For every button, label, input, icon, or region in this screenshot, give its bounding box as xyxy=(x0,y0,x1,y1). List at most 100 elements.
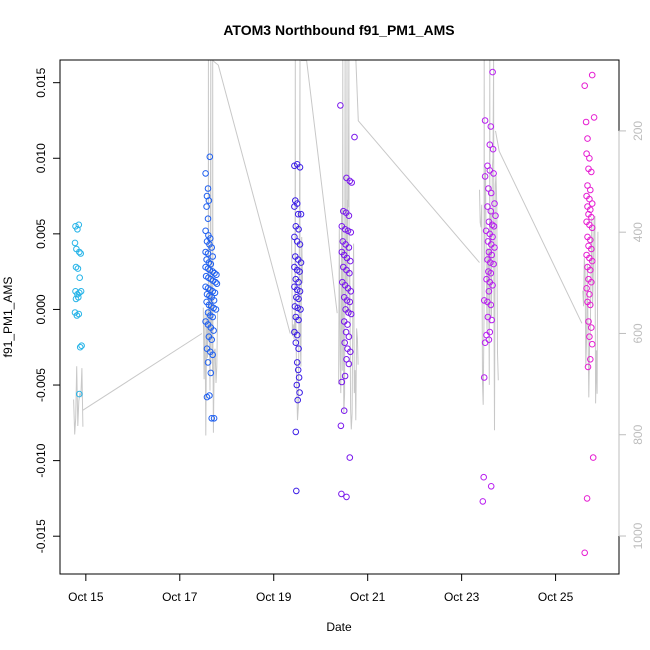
data-point xyxy=(210,327,217,334)
data-point xyxy=(487,269,495,277)
data-point xyxy=(343,493,350,501)
data-point xyxy=(210,297,218,304)
data-point xyxy=(485,336,493,344)
data-point xyxy=(213,280,221,288)
data-point xyxy=(486,141,494,148)
data-point xyxy=(586,333,593,341)
altitude-line-connector-4 xyxy=(355,60,480,263)
data-point xyxy=(297,306,304,313)
data-point xyxy=(296,164,304,171)
data-point xyxy=(341,372,349,380)
chart-title: ATOM3 Northbound f91_PM1_AMS xyxy=(223,22,454,38)
altitude-line-cluster-4 xyxy=(338,60,359,430)
data-point xyxy=(485,288,493,295)
data-point xyxy=(293,487,300,495)
y-tick-label: -0.005 xyxy=(34,368,48,402)
data-point xyxy=(76,289,83,297)
data-point xyxy=(490,223,498,230)
series-5 xyxy=(479,68,499,505)
right-tick-label: 400 xyxy=(631,222,645,242)
data-point xyxy=(203,203,210,210)
data-point xyxy=(584,363,592,371)
data-point xyxy=(588,213,595,221)
data-point xyxy=(208,336,215,344)
data-point xyxy=(293,331,301,339)
data-point xyxy=(204,215,212,222)
data-point xyxy=(345,360,353,368)
data-point xyxy=(588,278,595,286)
data-point xyxy=(351,133,358,141)
series-4 xyxy=(337,102,358,501)
data-point xyxy=(212,278,219,286)
x-tick-label: Oct 21 xyxy=(350,590,386,604)
data-point xyxy=(212,306,220,313)
data-point xyxy=(583,285,590,292)
data-point xyxy=(346,177,354,185)
data-point xyxy=(337,422,345,430)
data-point xyxy=(587,186,594,194)
data-point xyxy=(295,345,302,353)
data-point xyxy=(337,102,344,109)
altitude-line-cluster-5 xyxy=(479,60,499,431)
data-point xyxy=(205,259,213,266)
data-point xyxy=(488,221,496,229)
data-point xyxy=(72,263,80,271)
data-point xyxy=(209,313,216,321)
data-point xyxy=(75,294,82,301)
data-point xyxy=(209,351,216,359)
axes-layer: Oct 15 Oct 17 Oct 19 Oct 21 Oct 23 Oct 25 -0.0… xyxy=(34,67,645,604)
data-point xyxy=(76,248,83,256)
data-point xyxy=(487,123,495,130)
data-point xyxy=(296,389,303,396)
x-tick-label: Oct 17 xyxy=(162,590,198,604)
data-point xyxy=(487,259,494,266)
data-point xyxy=(488,316,496,324)
data-point xyxy=(487,189,495,197)
data-point xyxy=(584,135,591,142)
data-point xyxy=(346,269,353,277)
data-point xyxy=(588,200,596,207)
x-tick-label: Oct 23 xyxy=(444,590,480,604)
x-axis-label: Date xyxy=(326,620,352,634)
data-point xyxy=(490,170,497,177)
data-point xyxy=(77,288,85,295)
data-point xyxy=(491,200,498,207)
right-tick-label: 200 xyxy=(631,121,645,141)
data-point xyxy=(207,369,215,377)
data-point xyxy=(71,239,79,247)
data-point xyxy=(202,170,209,177)
data-point xyxy=(346,454,354,461)
y-tick-label: -0.015 xyxy=(34,519,48,553)
data-point xyxy=(489,145,497,153)
y-tick-label: 0.015 xyxy=(34,67,48,97)
altitude-line-cluster-2 xyxy=(202,60,219,436)
data-point xyxy=(588,245,595,253)
data-point xyxy=(347,348,354,356)
data-point xyxy=(296,288,304,295)
data-point xyxy=(583,150,590,157)
data-point xyxy=(295,316,302,324)
right-tick-label: 600 xyxy=(631,323,645,343)
data-point xyxy=(479,498,487,505)
data-point xyxy=(294,366,302,374)
data-point xyxy=(294,396,302,404)
data-point xyxy=(582,118,590,126)
data-point xyxy=(488,251,496,259)
data-point xyxy=(210,415,218,422)
data-point xyxy=(346,298,354,306)
right-tick-label: 800 xyxy=(631,424,645,444)
data-point xyxy=(294,210,302,218)
data-point xyxy=(297,210,305,218)
y-tick-label: 0.000 xyxy=(34,294,48,324)
series-1 xyxy=(71,221,85,398)
data-point xyxy=(583,495,591,502)
data-point xyxy=(345,212,353,219)
data-point xyxy=(202,227,209,235)
y-tick-label: 0.005 xyxy=(34,219,48,249)
data-point xyxy=(297,259,305,266)
data-point xyxy=(489,233,496,241)
data-point xyxy=(345,333,353,341)
data-point xyxy=(588,224,596,232)
data-point xyxy=(344,321,351,328)
data-point xyxy=(586,155,593,162)
